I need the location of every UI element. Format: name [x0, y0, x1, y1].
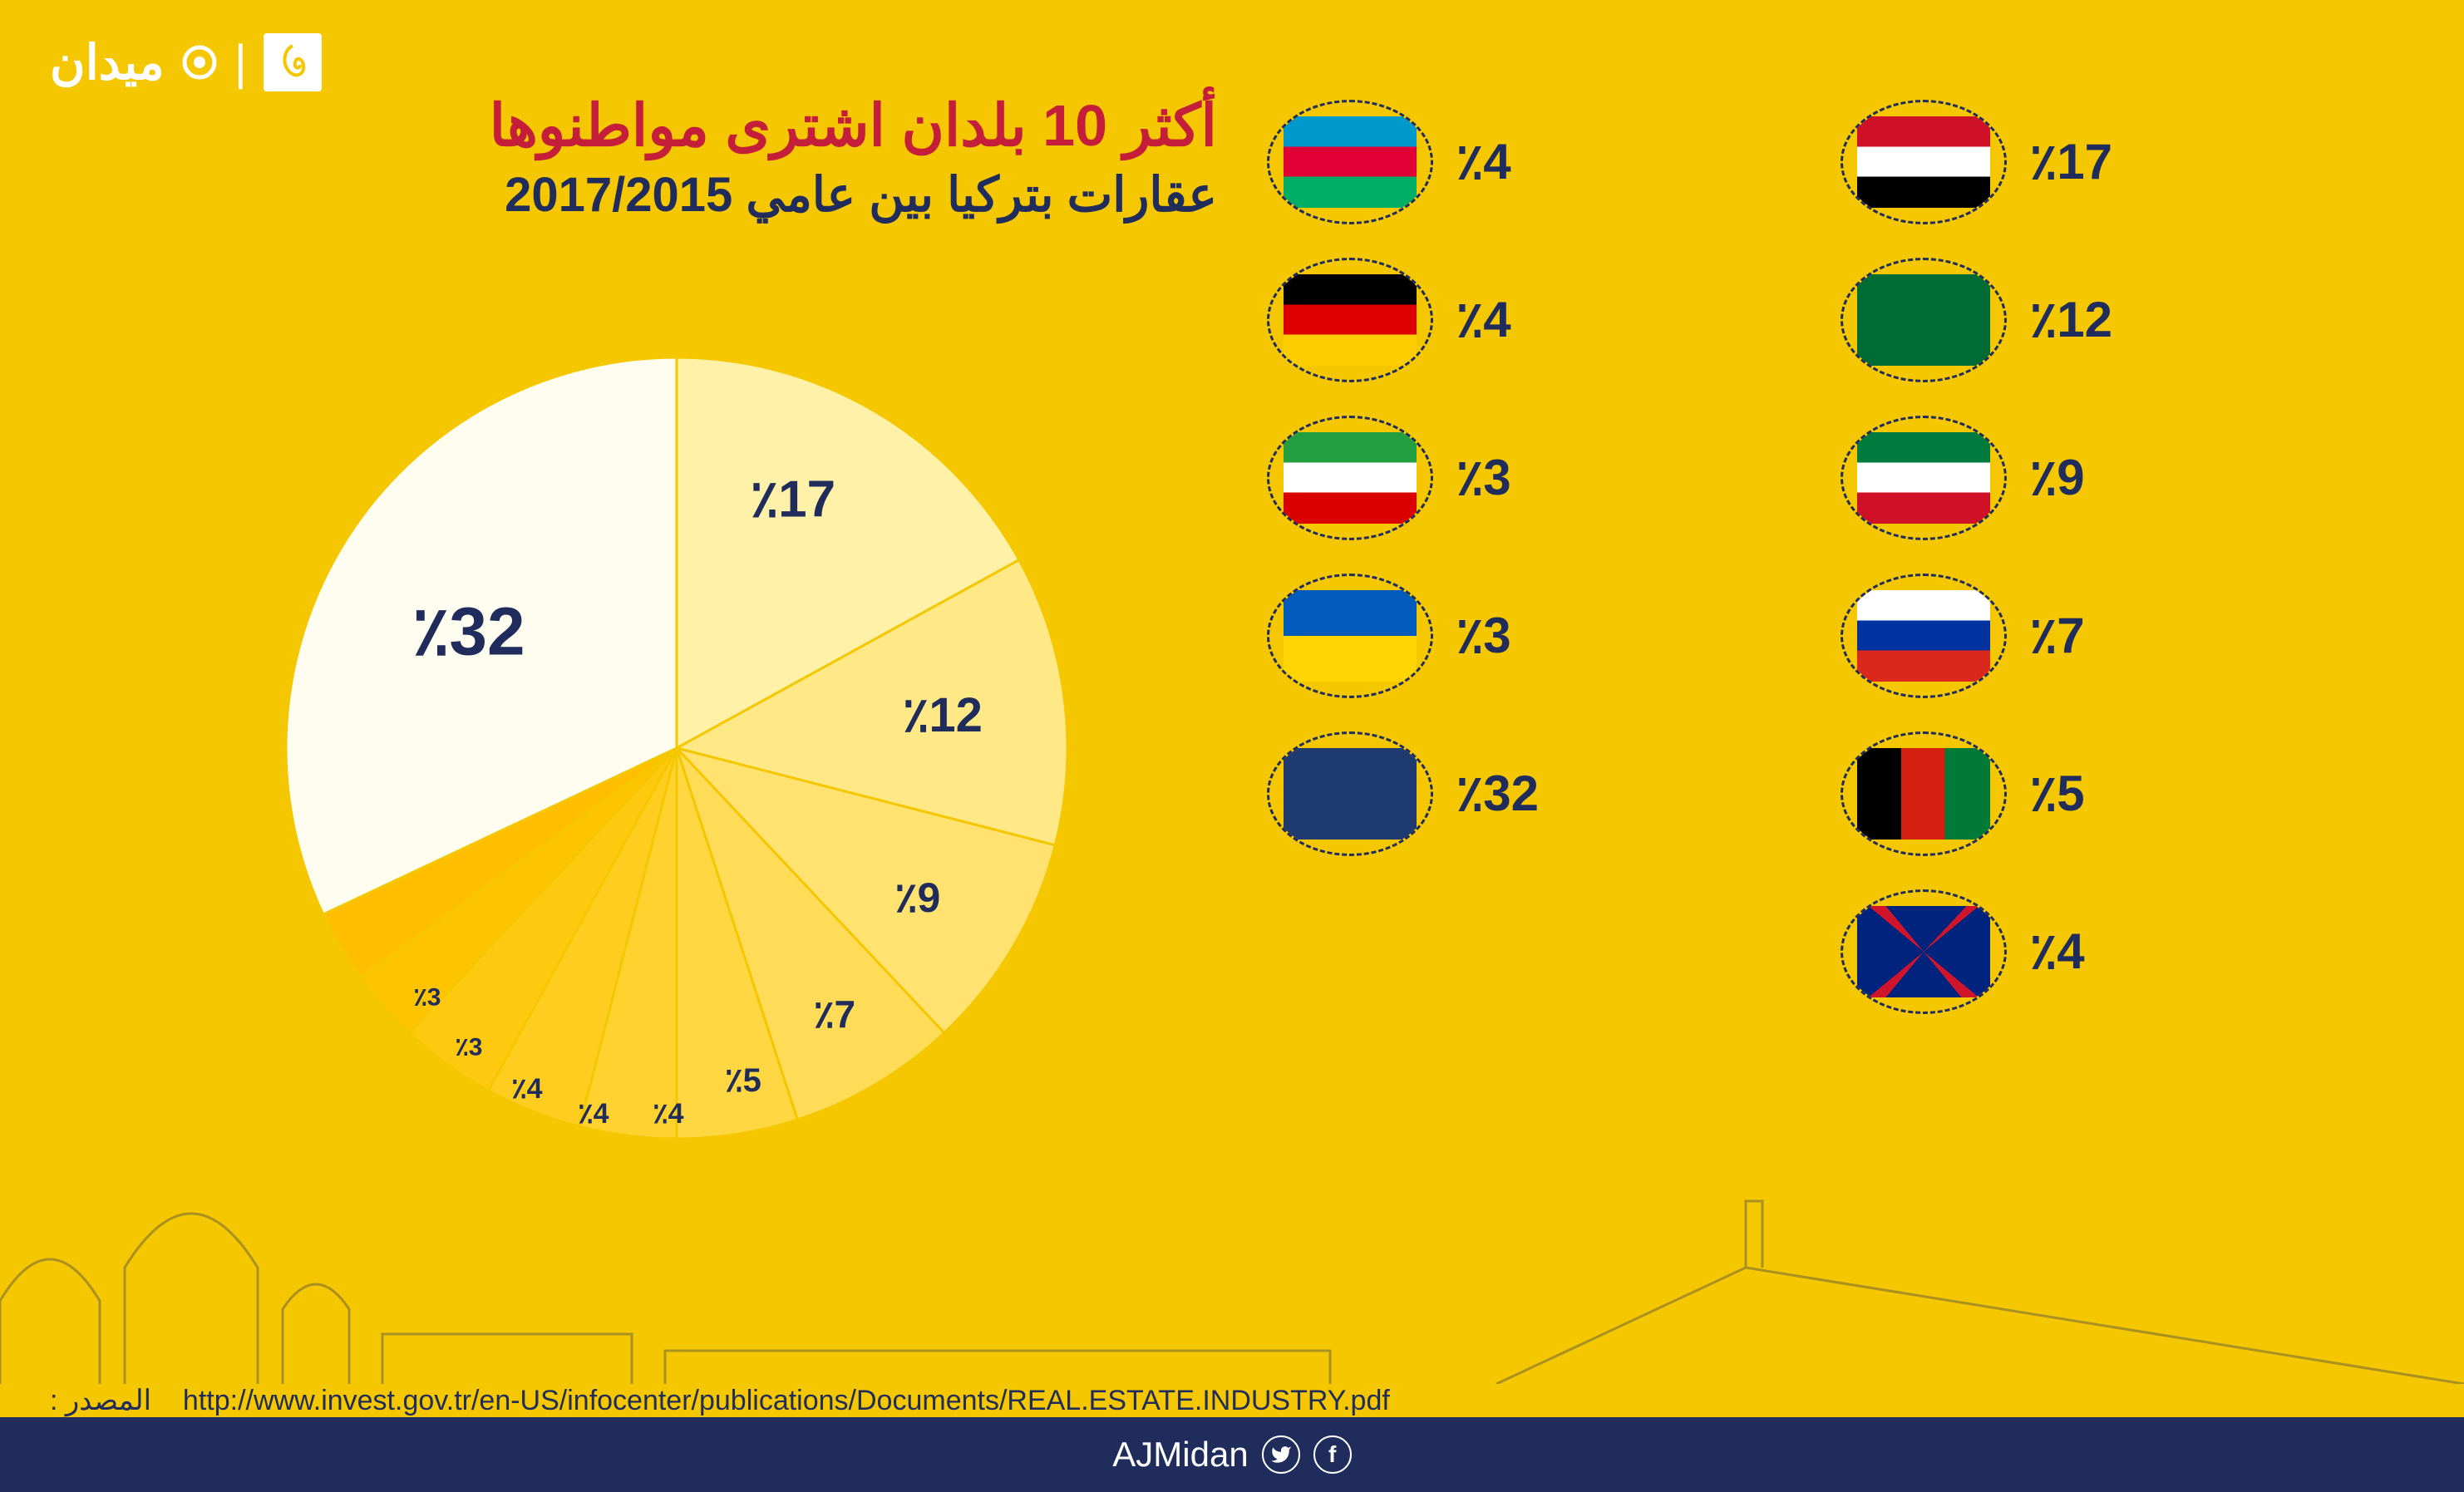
social-handle: AJMidan	[1112, 1435, 1248, 1475]
saudi-flag-icon	[1841, 258, 2007, 382]
country-iran: ٪3	[1267, 416, 1791, 540]
pie-slice-label: ٪3	[456, 1033, 483, 1062]
source-url: http://www.invest.gov.tr/en-US/infocente…	[183, 1385, 1390, 1417]
title-block: أكثر 10 بلدان اشترى مواطنوها عقارات بترك…	[95, 91, 1217, 223]
country-pct: ٪7	[2030, 607, 2085, 665]
skyline-illustration	[0, 1168, 2464, 1384]
country-pct: ٪3	[1456, 607, 1511, 665]
country-iraq: ٪17	[1841, 100, 2364, 224]
title-line2: عقارات بتركيا بين عامي 2017/2015	[95, 166, 1217, 223]
country-pct: ٪17	[2030, 133, 2112, 191]
brand-name: ميدان	[50, 34, 165, 91]
russia-flag-icon	[1841, 574, 2007, 698]
ukraine-flag-icon	[1267, 574, 1433, 698]
source-line: http://www.invest.gov.tr/en-US/infocente…	[50, 1384, 2414, 1417]
pie-chart: ٪17 ٪12 ٪9 ٪7 ٪5 ٪4 ٪4 ٪4 ٪3 ٪3 ٪32	[261, 332, 1092, 1164]
twitter-icon	[1262, 1435, 1300, 1474]
country-germany: ٪4	[1267, 258, 1791, 382]
pie-slice-label: ٪4	[578, 1097, 609, 1130]
germany-flag-icon	[1267, 258, 1433, 382]
country-russia: ٪7	[1841, 574, 2364, 698]
uk-flag-icon	[1841, 889, 2007, 1014]
title-line1: أكثر 10 بلدان اشترى مواطنوها	[95, 91, 1217, 160]
country-saudi: ٪12	[1841, 258, 2364, 382]
country-azerbaijan: ٪4	[1267, 100, 1791, 224]
country-pct: ٪4	[1456, 291, 1511, 349]
brand-logo: | ميدان	[50, 33, 322, 91]
world-flag-icon	[1267, 731, 1433, 856]
kuwait-flag-icon	[1841, 416, 2007, 540]
azerbaijan-flag-icon	[1267, 100, 1433, 224]
source-label: المصدر :	[50, 1385, 151, 1416]
pie-slice-label: ٪9	[895, 874, 941, 922]
pie-slice-label: ٪7	[814, 992, 855, 1037]
pie-slice-label: ٪12	[903, 687, 983, 743]
country-world: ٪32	[1267, 731, 1791, 856]
country-afghanistan: ٪5	[1841, 731, 2364, 856]
iran-flag-icon	[1267, 416, 1433, 540]
countries-grid: ٪17 ٪4 ٪12 ٪4 ٪9 ٪3 ٪7 ٪3 ٪5 ٪32 ٪4	[1267, 100, 2364, 1014]
pie-slice-label: ٪32	[412, 593, 525, 672]
pie-slice-label: ٪5	[725, 1061, 761, 1100]
country-pct: ٪4	[1456, 133, 1511, 191]
country-kuwait: ٪9	[1841, 416, 2364, 540]
country-pct: ٪9	[2030, 449, 2085, 507]
aljazeera-icon	[264, 33, 322, 91]
pie-slice-label: ٪4	[511, 1072, 542, 1105]
country-ukraine: ٪3	[1267, 574, 1791, 698]
country-pct: ٪12	[2030, 291, 2112, 349]
footer-bar: f AJMidan	[0, 1417, 2464, 1492]
pie-slice-label: ٪17	[751, 469, 835, 529]
country-pct: ٪5	[2030, 765, 2085, 823]
iraq-flag-icon	[1841, 100, 2007, 224]
country-pct: ٪4	[2030, 923, 2085, 981]
pie-slice-label: ٪4	[653, 1097, 683, 1130]
midan-icon	[181, 44, 218, 81]
country-uk: ٪4	[1841, 889, 2364, 1014]
pie-slice-label: ٪3	[414, 983, 441, 1012]
afghanistan-flag-icon	[1841, 731, 2007, 856]
country-pct: ٪3	[1456, 449, 1511, 507]
facebook-icon: f	[1313, 1435, 1352, 1474]
country-pct: ٪32	[1456, 765, 1539, 823]
